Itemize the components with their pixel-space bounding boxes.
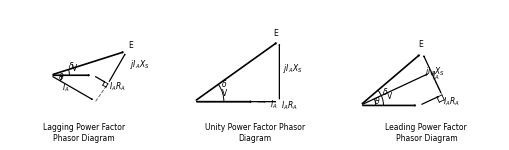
Text: $I_A$: $I_A$ — [432, 70, 439, 82]
Title: Unity Power Factor Phasor
Diagram: Unity Power Factor Phasor Diagram — [205, 123, 304, 143]
Text: E: E — [128, 41, 132, 50]
Title: Leading Power Factor
Phasor Diagram: Leading Power Factor Phasor Diagram — [385, 123, 466, 143]
Text: V: V — [221, 89, 227, 98]
Text: $\theta$: $\theta$ — [58, 71, 65, 82]
Text: $jI_AX_S$: $jI_AX_S$ — [129, 58, 149, 71]
Text: E: E — [272, 29, 277, 38]
Text: $\delta$: $\delta$ — [381, 85, 387, 97]
Text: $I_AR_A$: $I_AR_A$ — [280, 99, 297, 112]
Text: $jI_AX_S$: $jI_AX_S$ — [283, 62, 302, 75]
Title: Lagging Power Factor
Phasor Diagram: Lagging Power Factor Phasor Diagram — [42, 123, 125, 143]
Text: $\delta$: $\delta$ — [67, 60, 74, 71]
Text: $I_AR_A$: $I_AR_A$ — [443, 95, 459, 108]
Text: $jI_AX_S$: $jI_AX_S$ — [425, 65, 444, 78]
Text: $I_A$: $I_A$ — [62, 81, 69, 94]
Text: $\theta$: $\theta$ — [374, 95, 380, 106]
Text: E: E — [417, 40, 422, 50]
Text: $\delta$: $\delta$ — [221, 78, 227, 89]
Text: $I_AR_A$: $I_AR_A$ — [108, 80, 125, 93]
Text: $I_A$: $I_A$ — [269, 98, 277, 111]
Text: V: V — [72, 64, 77, 74]
Text: V: V — [386, 92, 391, 101]
